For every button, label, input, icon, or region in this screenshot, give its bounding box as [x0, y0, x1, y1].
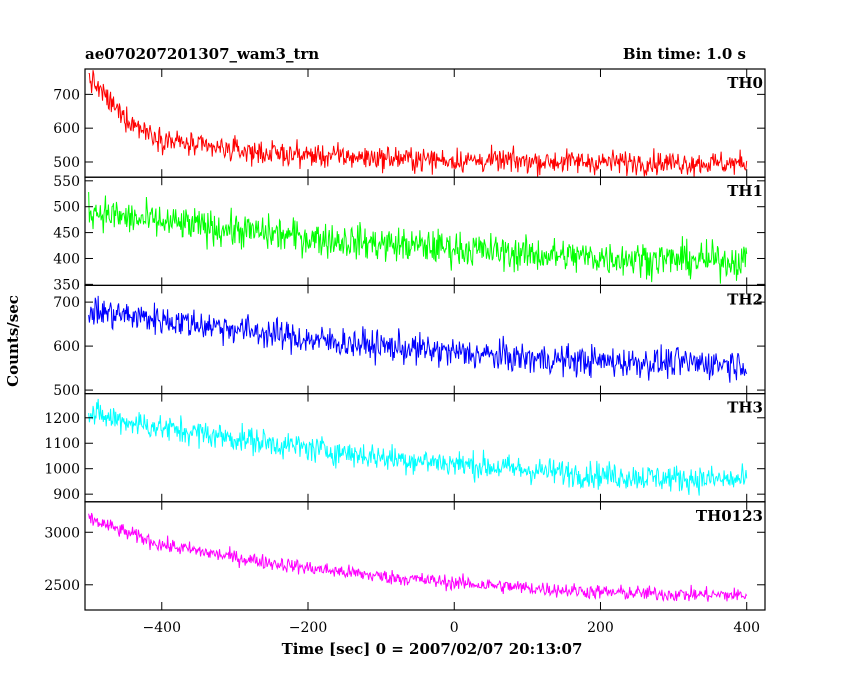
y-tick-label: 900 [53, 487, 80, 503]
y-tick-label: 400 [53, 251, 80, 267]
panel-label-th3: TH3 [727, 399, 763, 417]
x-tick-label: −200 [289, 620, 327, 636]
series-line-th1 [88, 192, 748, 284]
x-tick-label: 0 [450, 620, 459, 636]
x-tick-label: 200 [587, 620, 614, 636]
bin-time-label: Bin time: 1.0 s [623, 45, 746, 63]
panel-label-th1: TH1 [727, 182, 763, 200]
y-tick-label: 450 [53, 226, 80, 242]
y-tick-label: 600 [53, 339, 80, 355]
series-line-th2 [88, 295, 748, 383]
x-tick-label: −400 [143, 620, 181, 636]
series-line-th0123 [88, 512, 748, 603]
panel-label-th0: TH0 [727, 74, 763, 92]
y-tick-label: 600 [53, 121, 80, 137]
panel-label-th2: TH2 [727, 290, 763, 308]
plot-title: ae070207201307_wam3_trn [85, 45, 319, 63]
panel-frame-th3 [84, 393, 766, 503]
series-line-th3 [88, 398, 748, 496]
y-tick-label: 700 [53, 295, 80, 311]
series-line-th0 [88, 70, 748, 178]
panel-frame-th0 [84, 68, 766, 178]
y-tick-label: 1100 [44, 436, 80, 452]
y-tick-label: 1000 [44, 462, 80, 478]
panels-group: TH0 500 600 700 TH1 350 400 450 500 550 TH2 500 600 7… [44, 68, 766, 636]
x-tick-label: 400 [733, 620, 760, 636]
panel-frame-th2 [84, 284, 766, 395]
y-tick-label: 350 [53, 277, 80, 293]
y-tick-label: 2500 [44, 578, 80, 594]
y-tick-label: 500 [53, 383, 80, 399]
y-axis-label: Counts/sec [4, 295, 22, 387]
y-tick-label: 550 [53, 174, 80, 190]
y-tick-label: 700 [53, 87, 80, 103]
x-axis-label: Time [sec] 0 = 2007/02/07 20:13:07 [282, 640, 583, 658]
panel-frame-th0123 [84, 501, 766, 611]
panel-label-th0123: TH0123 [696, 507, 763, 525]
y-tick-label: 1200 [44, 411, 80, 427]
y-tick-label: 500 [53, 200, 80, 216]
y-tick-label: 500 [53, 155, 80, 171]
y-tick-label: 3000 [44, 525, 80, 541]
